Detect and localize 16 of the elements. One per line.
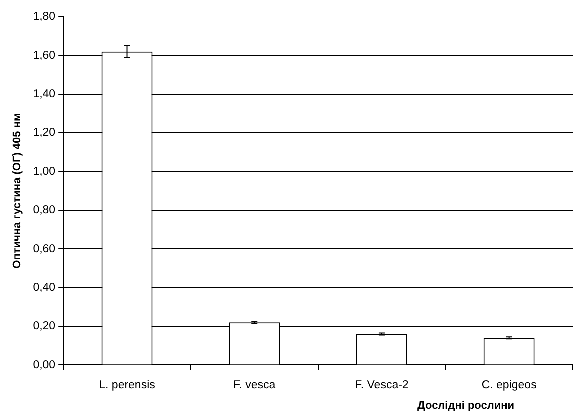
- y-tick-label: 0,40: [33, 282, 56, 294]
- y-tick-label: 0,20: [33, 320, 56, 333]
- x-tick-label: F. Vesca-2: [355, 379, 409, 392]
- y-tick-label: 1,00: [33, 166, 56, 178]
- y-tick-label: 1,80: [33, 11, 56, 24]
- x-tick-label: C. epigeos: [482, 379, 538, 392]
- y-tick-label: 1,40: [33, 88, 56, 101]
- x-axis-title: Дослідні рослини: [418, 400, 515, 412]
- y-tick-label: 0,00: [33, 359, 56, 372]
- y-axis-title: Оптична густина (ОГ) 405 нм: [12, 113, 24, 269]
- y-tick-label: 1,60: [33, 50, 56, 62]
- y-tick-label: 1,20: [33, 127, 56, 140]
- y-tick-label: 0,80: [33, 204, 56, 217]
- y-tick-label: 0,60: [33, 243, 56, 256]
- x-tick-label: L. perensis: [99, 379, 156, 392]
- x-tick-label: F. vesca: [234, 379, 276, 392]
